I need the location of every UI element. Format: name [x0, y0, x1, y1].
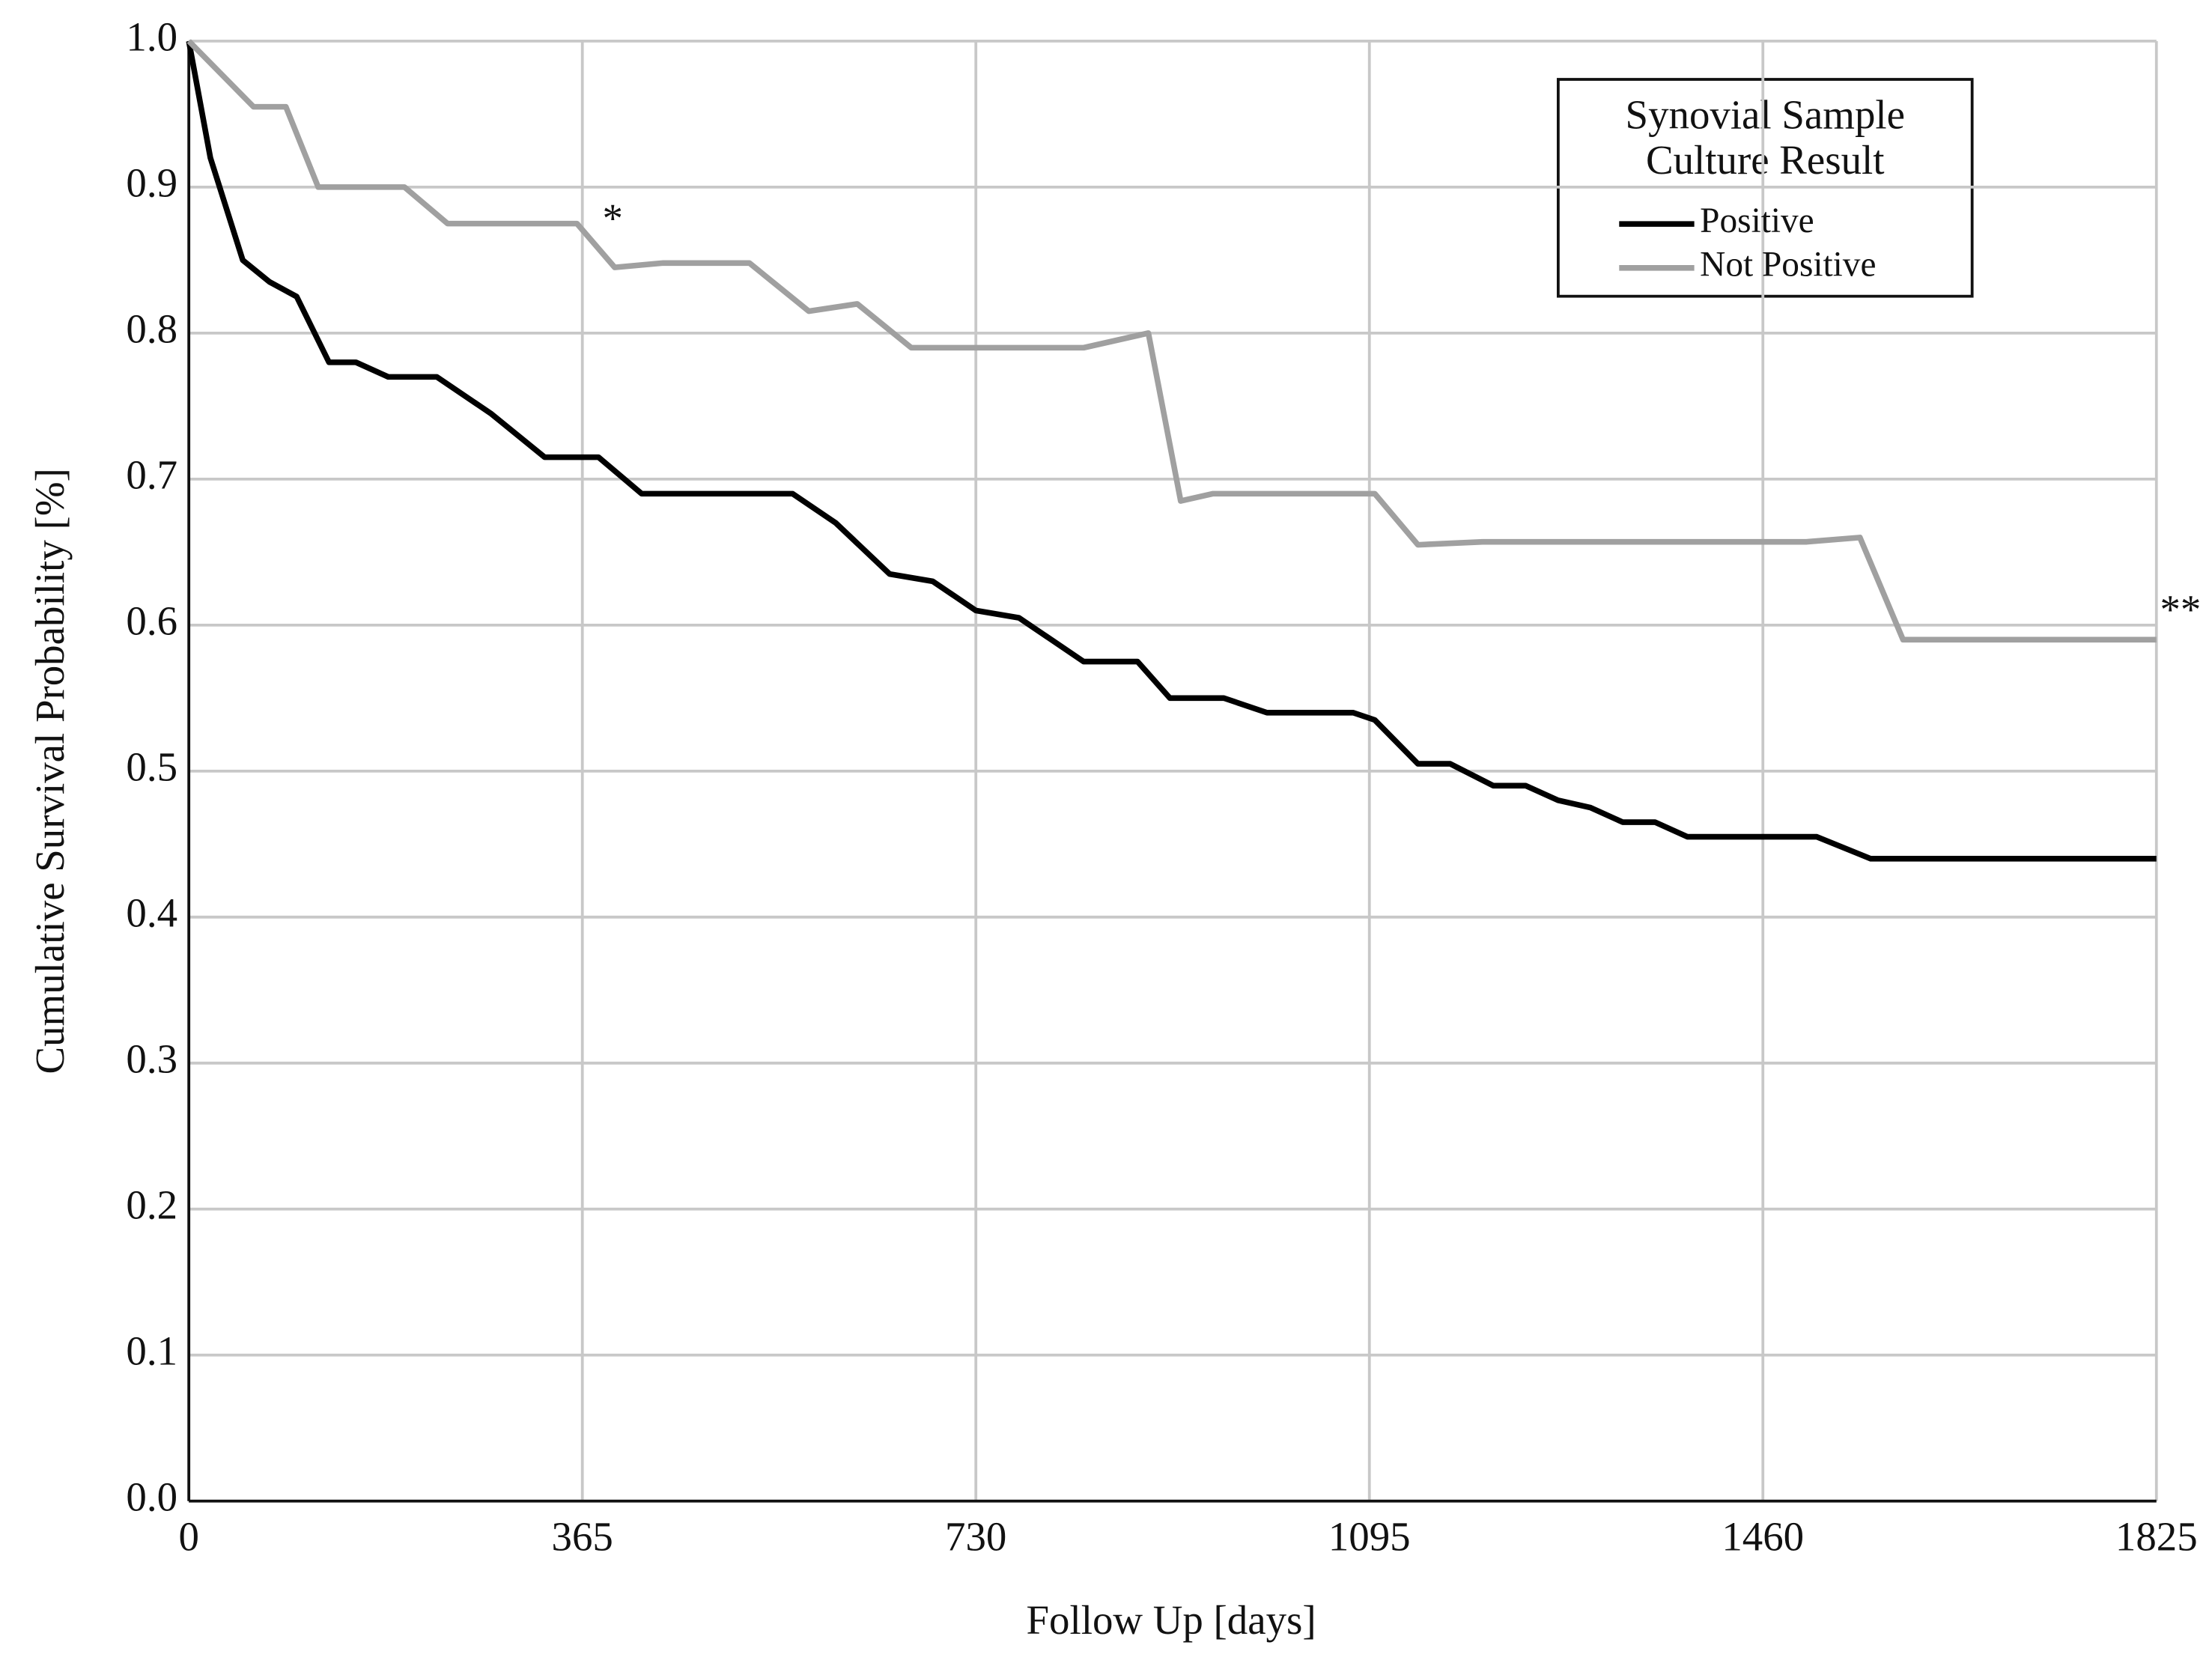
- y-tick-label: 1.0: [126, 13, 177, 59]
- y-axis-label: Cumulative Survival Probability [%]: [27, 468, 73, 1074]
- x-tick-label: 1825: [2115, 1513, 2198, 1559]
- y-tick-label: 0.3: [126, 1036, 177, 1081]
- annotation: **: [2160, 586, 2202, 632]
- y-tick-label: 0.7: [126, 452, 177, 497]
- y-tick-label: 0.4: [126, 890, 177, 935]
- series-line: [186, 39, 2157, 643]
- x-axis-label: Follow Up [days]: [1027, 1597, 1316, 1643]
- x-tick-label: 365: [552, 1513, 613, 1559]
- annotation: *: [602, 195, 622, 241]
- y-tick-label: 0.2: [126, 1182, 177, 1227]
- y-tick-label: 0.5: [126, 744, 177, 789]
- x-tick-label: 1095: [1328, 1513, 1411, 1559]
- y-tick-label: 0.8: [126, 305, 177, 351]
- y-tick-label: 0.9: [126, 159, 177, 205]
- y-tick-label: 0.0: [126, 1474, 177, 1519]
- y-tick-label: 0.6: [126, 598, 177, 643]
- legend-title: Synovial Sample: [1626, 92, 1905, 138]
- legend-label: Positive: [1700, 201, 1814, 240]
- x-tick-label: 730: [945, 1513, 1006, 1559]
- y-tick-label: 0.1: [126, 1328, 177, 1373]
- series-line: [186, 40, 2157, 862]
- legend-title: Culture Result: [1646, 137, 1885, 183]
- x-tick-label: 0: [178, 1513, 198, 1559]
- x-tick-label: 1460: [1722, 1513, 1804, 1559]
- legend-label: Not Positive: [1700, 246, 1876, 285]
